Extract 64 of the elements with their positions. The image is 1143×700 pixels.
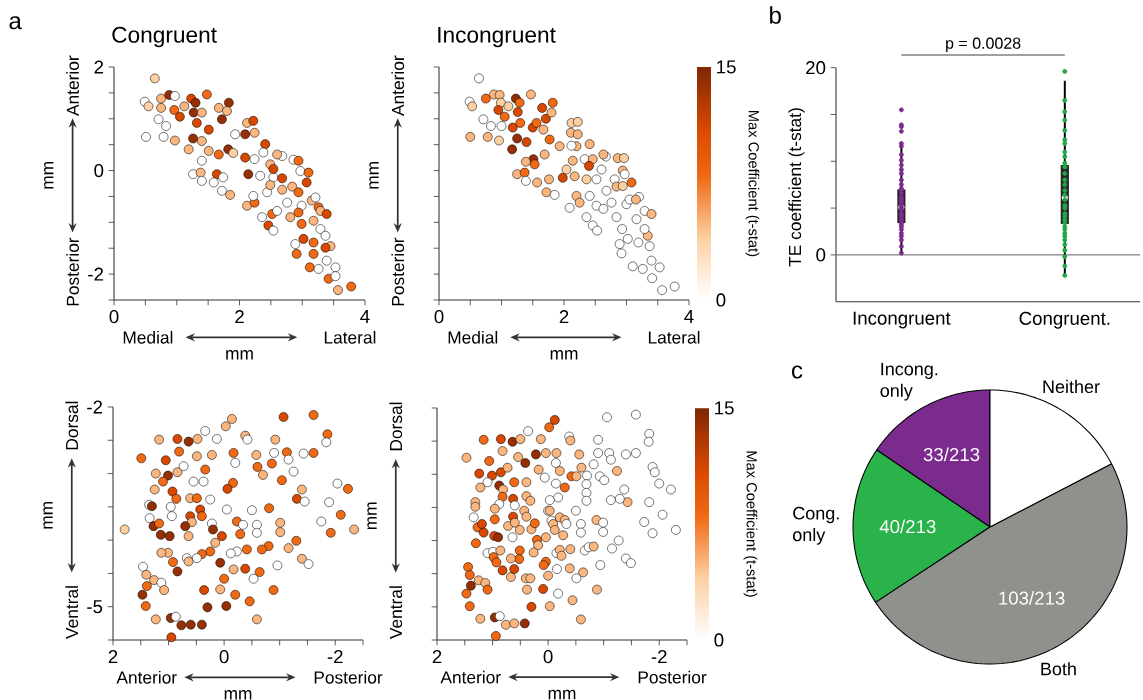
x-tick-label: Congruent. <box>1019 311 1110 329</box>
x-tick-label: -2 <box>327 650 343 664</box>
text: Lateral <box>324 330 376 344</box>
y-axis-title: mm <box>43 502 53 529</box>
text: a <box>9 16 22 30</box>
text: c <box>792 365 803 379</box>
x-tick-label: 4 <box>360 310 370 323</box>
y-axis-title: mm <box>367 502 377 530</box>
x-axis-title: mm <box>226 350 253 360</box>
x-tick-label: 0 <box>434 310 444 324</box>
y-axis-title: mm <box>369 162 379 189</box>
text: Medial <box>448 330 498 344</box>
x-tick-label: 0 <box>109 310 119 324</box>
text: Anterior <box>116 670 177 684</box>
chart-title: Congruent <box>112 26 217 48</box>
color-bar-title: Max Coefficient (t-stat) <box>745 111 760 257</box>
text: Posterior <box>391 237 405 306</box>
text: Anterior <box>66 55 79 116</box>
text: Posterior <box>66 237 79 306</box>
x-tick-label: Incongruent <box>853 311 951 329</box>
slice-label: Incong. only <box>880 362 938 401</box>
text: Anterior <box>391 55 405 116</box>
x-axis-title: mm <box>224 690 252 700</box>
text: b <box>770 6 781 24</box>
x-tick-label: 4 <box>684 310 694 323</box>
y-tick-label: -5 <box>87 600 103 614</box>
y-tick-label: -2 <box>88 267 104 281</box>
color-bar-label: 0 <box>714 633 724 647</box>
y-tick-label: 20 <box>806 61 826 75</box>
y-tick-label: 0 <box>94 163 104 178</box>
slice-label: Cong. only <box>793 506 839 545</box>
text: Ventral <box>389 586 403 640</box>
text: p = 0.0028 <box>946 37 1021 53</box>
data-label: 33/213 <box>923 447 980 462</box>
x-axis-title: mm <box>550 350 578 360</box>
data-label: 40/213 <box>879 519 936 534</box>
color-bar-title: Max Coefficient (t-stat) <box>743 451 758 597</box>
y-tick-label: -2 <box>87 400 103 414</box>
text: Ventral <box>65 586 79 639</box>
x-tick-label: 2 <box>235 310 244 324</box>
x-tick-label: 0 <box>543 650 553 664</box>
y-axis-title: mm <box>44 162 54 189</box>
color-bar-label: 0 <box>716 293 726 307</box>
text: Lateral <box>648 330 700 344</box>
x-tick-label: 0 <box>219 650 229 664</box>
color-bar-label: 15 <box>715 401 734 415</box>
slice-label: Neither <box>1043 379 1100 394</box>
x-tick-label: 2 <box>432 650 442 664</box>
x-axis-title: mm <box>548 689 576 700</box>
chart-title: Incongruent <box>438 27 556 48</box>
text: Anterior <box>440 670 501 684</box>
x-tick-label: 2 <box>559 310 569 324</box>
x-tick-label: -2 <box>651 650 667 664</box>
slice-label: Both <box>1041 662 1076 676</box>
text: Dorsal <box>65 401 79 450</box>
data-label: 103/213 <box>999 591 1065 605</box>
color-bar-label: 15 <box>717 60 736 74</box>
x-tick-label: 2 <box>108 650 118 664</box>
text: Posterior <box>314 670 383 684</box>
y-axis-title: TE coefficient (t-stat) <box>788 108 805 267</box>
text: Dorsal <box>389 402 403 451</box>
y-tick-label: 2 <box>94 60 104 74</box>
text: Posterior <box>638 670 707 684</box>
text: Medial <box>123 330 173 344</box>
